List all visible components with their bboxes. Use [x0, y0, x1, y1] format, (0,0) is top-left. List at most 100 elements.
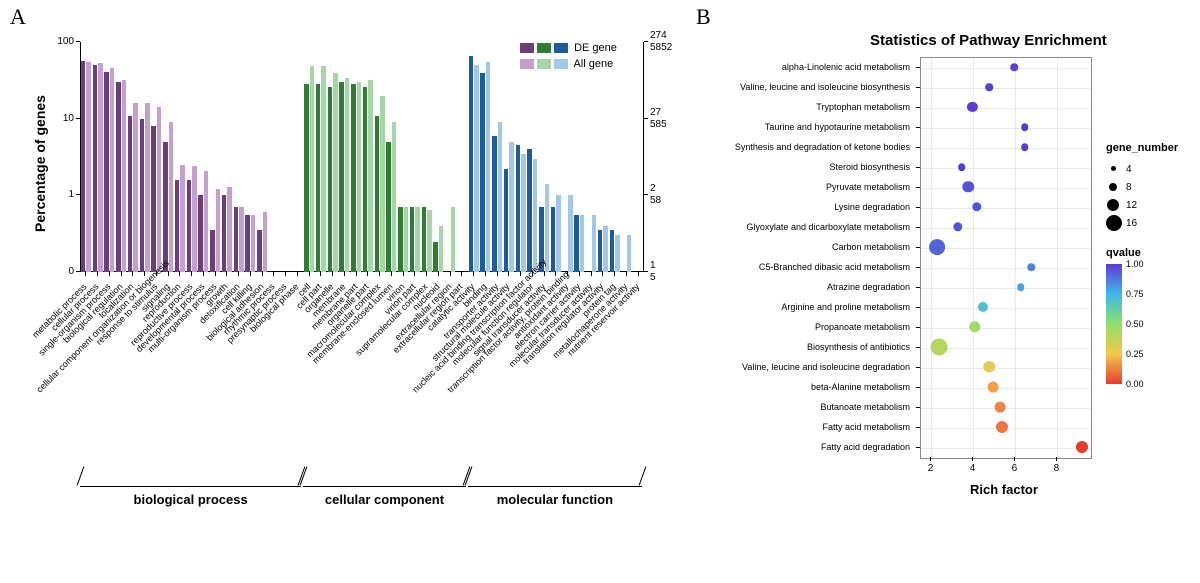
bar-de — [386, 142, 390, 272]
bar-all — [321, 66, 325, 272]
enrichment-dot — [996, 421, 1008, 433]
enrichment-dot — [994, 402, 1005, 413]
pathway-label: Tryptophan metabolism — [700, 102, 910, 112]
legend-de-label: DE gene — [574, 42, 617, 54]
y-tick-left: 10 — [50, 113, 74, 124]
legend-all: All gene — [520, 58, 613, 70]
x-tick-b: 8 — [1048, 463, 1064, 474]
bar-all — [568, 195, 572, 272]
bar-de — [128, 116, 132, 273]
y-tick-left: 100 — [50, 36, 74, 47]
qvalue-tick: 0.25 — [1126, 349, 1144, 359]
pathway-label: Carbon metabolism — [700, 242, 910, 252]
bar-de — [527, 149, 531, 272]
enrichment-dot — [1076, 441, 1088, 453]
bar-de — [598, 230, 602, 272]
bar-de — [304, 84, 308, 272]
enrichment-dot — [929, 239, 945, 255]
bar-all — [239, 207, 243, 272]
bar-de — [116, 82, 120, 272]
bar-all — [169, 122, 173, 272]
qvalue-tick: 0.75 — [1126, 289, 1144, 299]
bar-de — [339, 82, 343, 272]
pathway-label: Steroid biosynthesis — [700, 162, 910, 172]
bar-de — [480, 73, 484, 272]
y-tick-right: 2 — [650, 183, 656, 194]
legend-de: DE gene — [520, 42, 617, 54]
gene-number-item: 4 — [1106, 160, 1137, 178]
gene-number-item: 8 — [1106, 178, 1137, 196]
pathway-label: Arginine and proline metabolism — [700, 302, 910, 312]
bar-de — [175, 180, 179, 272]
bar-de — [328, 87, 332, 272]
x-tick-b: 4 — [964, 463, 980, 474]
enrichment-dot — [985, 83, 993, 91]
y-axis-right — [643, 42, 644, 272]
pathway-label: Fatty acid metabolism — [700, 422, 910, 432]
bar-all — [509, 142, 513, 272]
pathway-label: Synthesis and degradation of ketone bodi… — [700, 142, 910, 152]
bar-all — [474, 65, 478, 272]
pathway-label: Valine, leucine and isoleucine degradati… — [700, 362, 910, 372]
bar-de — [574, 215, 578, 272]
qvalue-tick: 0.00 — [1126, 379, 1144, 389]
bar-de — [410, 207, 414, 272]
bar-all — [486, 62, 490, 272]
bar-all — [615, 235, 619, 272]
pathway-label: Valine, leucine and isoleucine biosynthe… — [700, 82, 910, 92]
panel-a: Percentage of genes DE gene All gene 011… — [20, 12, 680, 572]
bar-all — [580, 215, 584, 272]
qvalue-tick: 1.00 — [1126, 259, 1144, 269]
bar-de — [351, 84, 355, 272]
bar-all — [592, 215, 596, 272]
bar-de — [104, 72, 108, 272]
bar-de — [187, 180, 191, 272]
group-label: molecular function — [468, 492, 642, 507]
y-tick-right: 274 — [650, 30, 667, 41]
enrichment-dot — [1021, 143, 1029, 151]
bar-de — [245, 215, 249, 272]
bar-all — [216, 189, 220, 272]
pathway-label: Biosynthesis of antibiotics — [700, 342, 910, 352]
bar-all — [521, 154, 525, 272]
enrichment-dot — [930, 339, 947, 356]
gene-number-legend: 481216 — [1106, 160, 1137, 232]
bar-all — [145, 103, 149, 272]
bar-all — [498, 122, 502, 272]
bar-de — [422, 207, 426, 272]
panel-b-title: Statistics of Pathway Enrichment — [870, 32, 1107, 49]
qvalue-gradient — [1106, 264, 1122, 384]
enrichment-dot — [1011, 63, 1019, 71]
bar-all — [357, 82, 361, 272]
bar-all — [133, 103, 137, 272]
bar-de — [151, 126, 155, 272]
bar-all — [110, 68, 114, 272]
bar-de — [234, 207, 238, 272]
bar-all — [192, 166, 196, 272]
x-tick-b: 6 — [1006, 463, 1022, 474]
bar-de — [363, 87, 367, 272]
bar-all — [415, 207, 419, 272]
x-axis-title-b: Rich factor — [970, 482, 1038, 497]
pathway-label: C5-Branched dibasic acid metabolism — [700, 262, 910, 272]
bar-all — [439, 226, 443, 272]
pathway-label: Lysine degradation — [700, 202, 910, 212]
bar-all — [427, 210, 431, 272]
pathway-label: Propanoate metabolism — [700, 322, 910, 332]
bar-de — [398, 207, 402, 272]
gene-number-item: 16 — [1106, 214, 1137, 232]
qvalue-title: qvalue — [1106, 247, 1141, 259]
enrichment-dot — [958, 163, 966, 171]
panel-b-plot — [920, 57, 1092, 459]
bar-de — [469, 56, 473, 272]
bar-all — [451, 207, 455, 272]
bar-de — [93, 65, 97, 272]
bar-de — [551, 207, 555, 272]
bar-all — [157, 107, 161, 272]
y-tick-left: 1 — [50, 189, 74, 200]
bar-de — [492, 136, 496, 272]
gene-number-title: gene_number — [1106, 142, 1178, 154]
enrichment-dot — [1017, 283, 1025, 291]
enrichment-dot — [1021, 123, 1029, 131]
group-label: cellular component — [303, 492, 466, 507]
